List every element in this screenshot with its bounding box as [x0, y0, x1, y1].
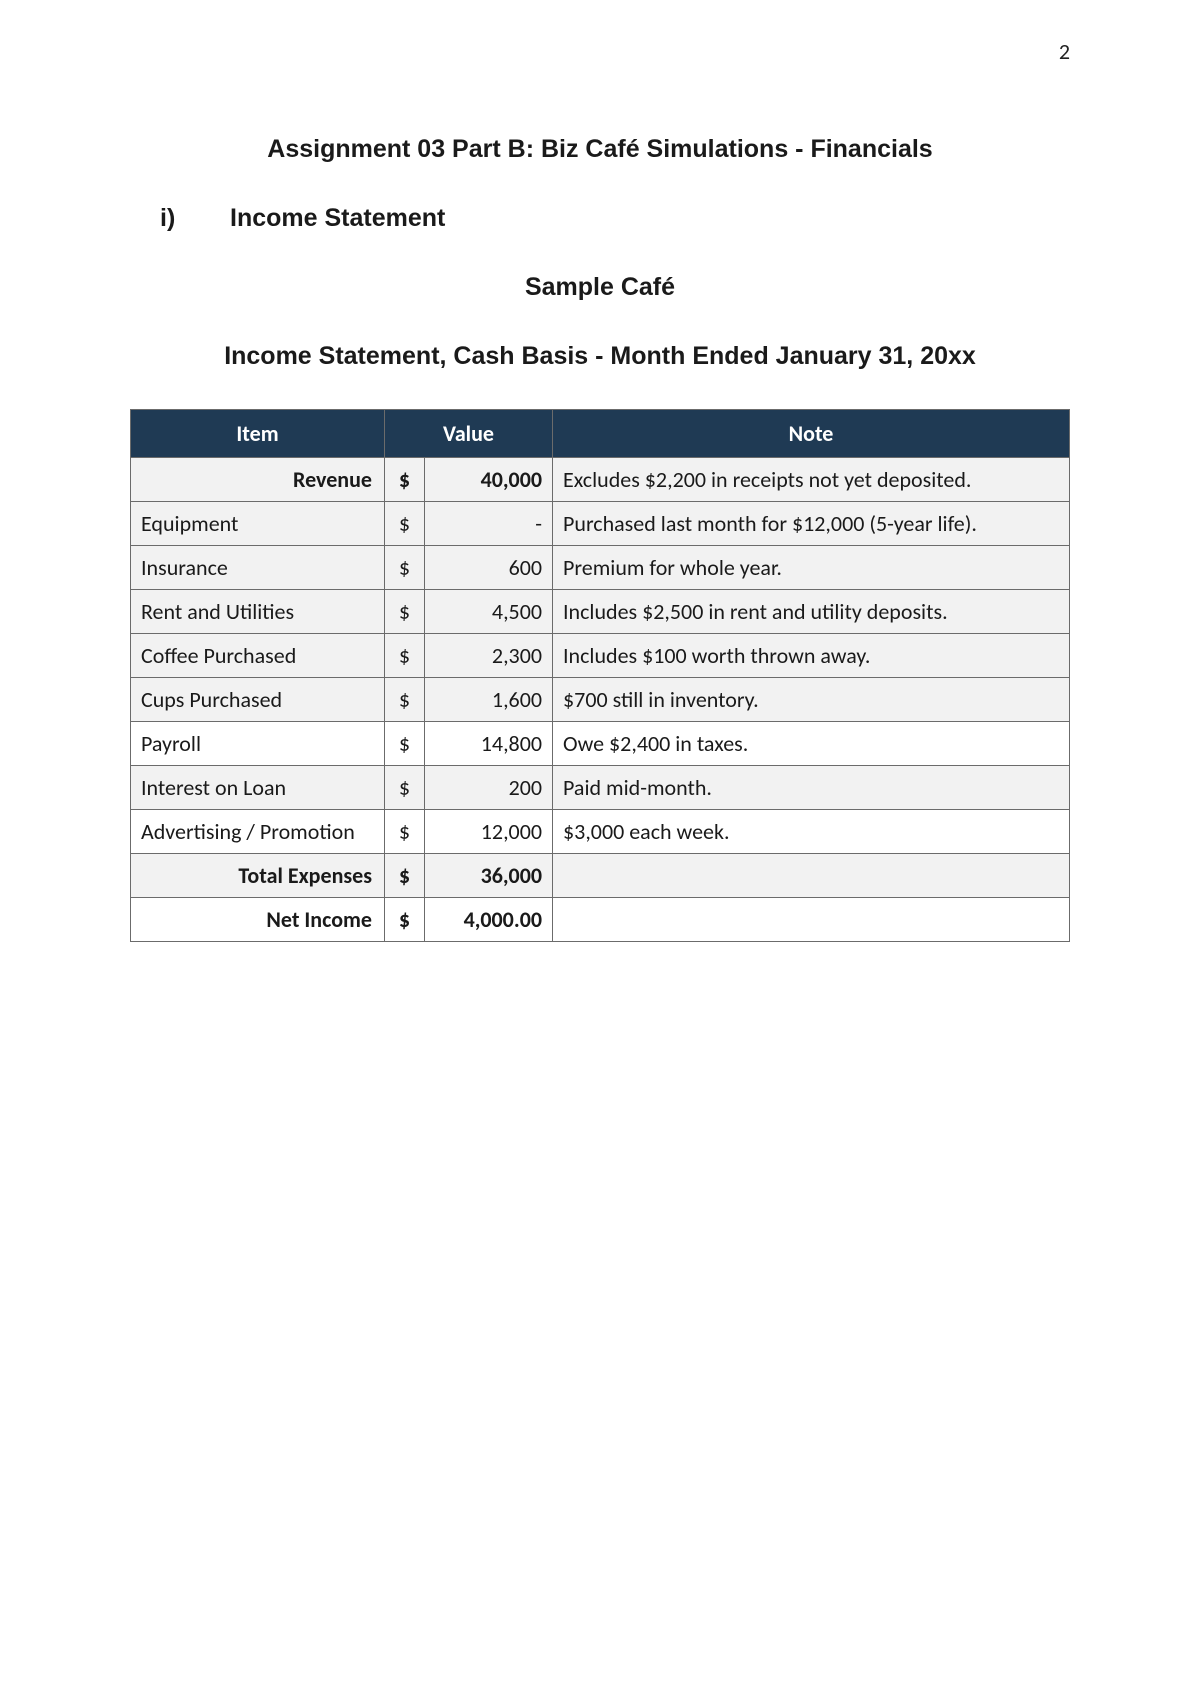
section-marker: i) [160, 204, 230, 233]
cell-currency: $ [385, 898, 425, 942]
cell-value: 14,800 [425, 722, 553, 766]
cell-item: Equipment [131, 502, 385, 546]
cell-item: Cups Purchased [131, 678, 385, 722]
page-number: 2 [1059, 38, 1070, 65]
cell-item: Advertising / Promotion [131, 810, 385, 854]
cell-currency: $ [385, 854, 425, 898]
cell-item: Rent and Utilities [131, 590, 385, 634]
cell-currency: $ [385, 546, 425, 590]
cell-value: 2,300 [425, 634, 553, 678]
income-statement-table: Item Value Note Revenue$40,000Excludes $… [130, 409, 1070, 942]
section-title: Income Statement [230, 204, 445, 233]
cell-note: $700 still in inventory. [553, 678, 1070, 722]
cell-note: Excludes $2,200 in receipts not yet depo… [553, 458, 1070, 502]
cell-item: Coffee Purchased [131, 634, 385, 678]
cell-note: Includes $100 worth thrown away. [553, 634, 1070, 678]
section-heading: i) Income Statement [160, 204, 1070, 233]
table-row: Cups Purchased$1,600$700 still in invent… [131, 678, 1070, 722]
cafe-name: Sample Café [130, 273, 1070, 302]
cell-note [553, 854, 1070, 898]
col-header-value: Value [385, 410, 553, 458]
cell-note: Paid mid-month. [553, 766, 1070, 810]
cell-value: 12,000 [425, 810, 553, 854]
table-row: Revenue$40,000Excludes $2,200 in receipt… [131, 458, 1070, 502]
col-header-item: Item [131, 410, 385, 458]
cell-note: $3,000 each week. [553, 810, 1070, 854]
cell-item: Insurance [131, 546, 385, 590]
table-row: Rent and Utilities$4,500Includes $2,500 … [131, 590, 1070, 634]
cell-item: Revenue [131, 458, 385, 502]
table-row: Coffee Purchased$2,300Includes $100 wort… [131, 634, 1070, 678]
statement-title: Income Statement, Cash Basis - Month End… [130, 342, 1070, 371]
cell-value: 200 [425, 766, 553, 810]
cell-currency: $ [385, 634, 425, 678]
cell-note: Owe $2,400 in taxes. [553, 722, 1070, 766]
table-row: Advertising / Promotion$12,000$3,000 eac… [131, 810, 1070, 854]
document-page: 2 Assignment 03 Part B: Biz Café Simulat… [0, 0, 1200, 1697]
table-row: Equipment$-Purchased last month for $12,… [131, 502, 1070, 546]
cell-currency: $ [385, 590, 425, 634]
cell-note: Purchased last month for $12,000 (5-year… [553, 502, 1070, 546]
cell-currency: $ [385, 722, 425, 766]
table-row: Payroll$14,800Owe $2,400 in taxes. [131, 722, 1070, 766]
cell-currency: $ [385, 458, 425, 502]
cell-item: Total Expenses [131, 854, 385, 898]
cell-note: Includes $2,500 in rent and utility depo… [553, 590, 1070, 634]
cell-currency: $ [385, 766, 425, 810]
col-header-note: Note [553, 410, 1070, 458]
table-header-row: Item Value Note [131, 410, 1070, 458]
table-row: Insurance$600Premium for whole year. [131, 546, 1070, 590]
cell-currency: $ [385, 810, 425, 854]
table-row: Interest on Loan$200Paid mid-month. [131, 766, 1070, 810]
cell-value: 1,600 [425, 678, 553, 722]
cell-item: Payroll [131, 722, 385, 766]
cell-note: Premium for whole year. [553, 546, 1070, 590]
cell-currency: $ [385, 678, 425, 722]
table-row: Total Expenses$36,000 [131, 854, 1070, 898]
cell-item: Net Income [131, 898, 385, 942]
cell-value: 36,000 [425, 854, 553, 898]
cell-value: 4,500 [425, 590, 553, 634]
cell-value: 40,000 [425, 458, 553, 502]
cell-currency: $ [385, 502, 425, 546]
cell-value: - [425, 502, 553, 546]
table-row: Net Income$4,000.00 [131, 898, 1070, 942]
cell-note [553, 898, 1070, 942]
cell-value: 600 [425, 546, 553, 590]
cell-value: 4,000.00 [425, 898, 553, 942]
document-title: Assignment 03 Part B: Biz Café Simulatio… [130, 135, 1070, 164]
cell-item: Interest on Loan [131, 766, 385, 810]
